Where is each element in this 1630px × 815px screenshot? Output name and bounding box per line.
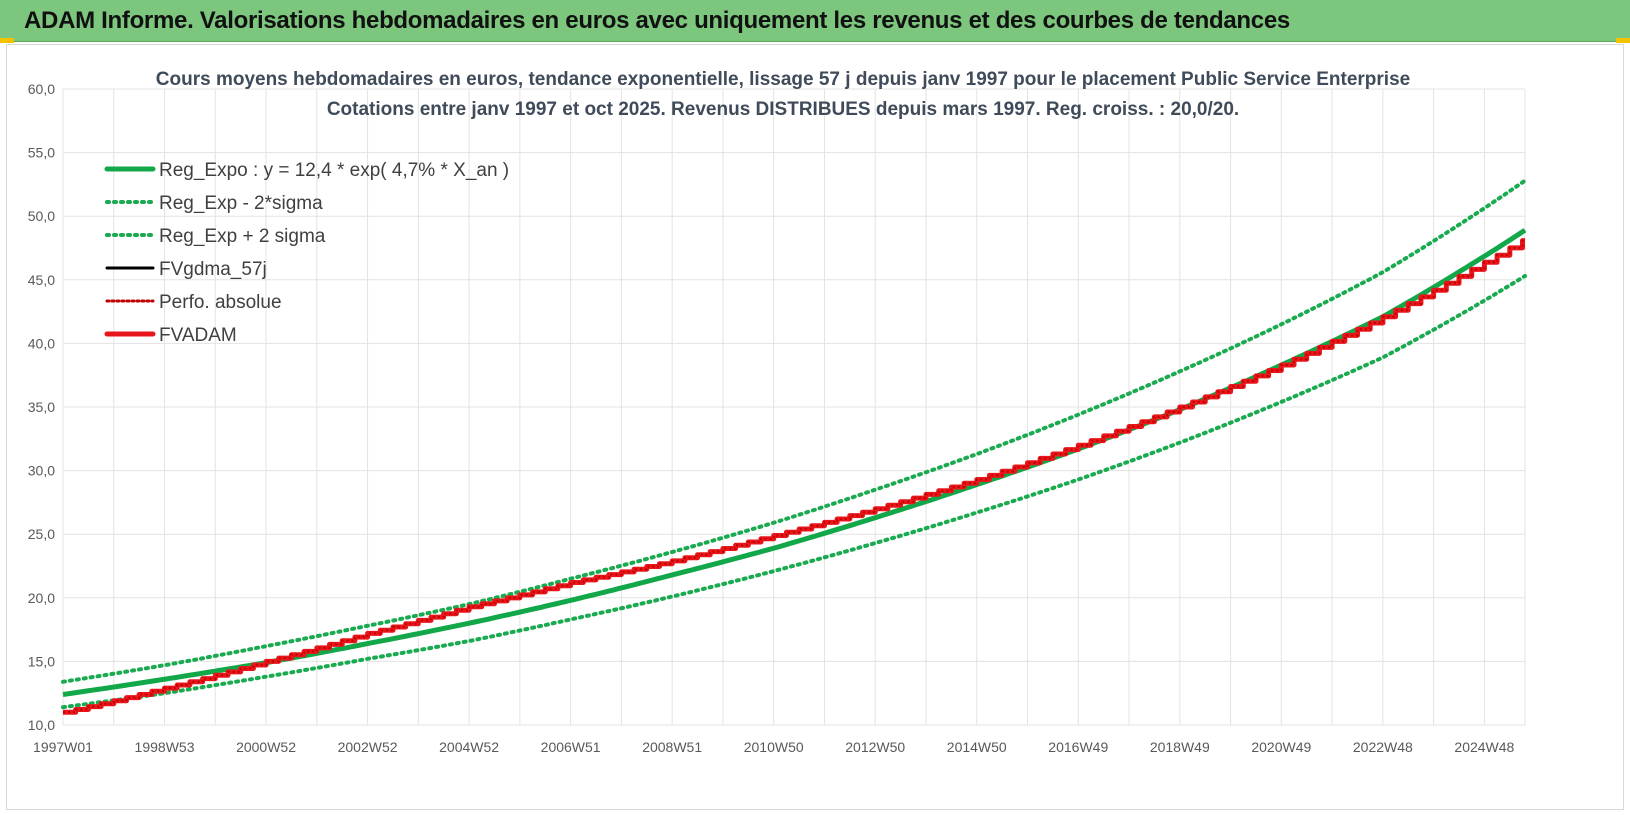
y-tick-label: 40,0 bbox=[28, 335, 55, 351]
x-tick-label: 1998W53 bbox=[135, 739, 195, 755]
series-reg-minus-2sigma bbox=[61, 274, 1527, 710]
x-tick-label: 2018W49 bbox=[1150, 739, 1210, 755]
chart-area: 10,0 15,0 20,0 25,0 30,0 35,0 40,0 45,0 50,0 55,0… bbox=[6, 44, 1624, 810]
legend-label: Perfo. absolue bbox=[159, 292, 282, 313]
x-tick-label: 2010W50 bbox=[744, 739, 804, 755]
axis-labels: 10,0 15,0 20,0 25,0 30,0 35,0 40,0 45,0 50,0 55,0… bbox=[28, 81, 1515, 755]
chart-title-line: Cours moyens hebdomadaires en euros, ten… bbox=[156, 69, 1410, 90]
corner-marker-right bbox=[1616, 38, 1630, 43]
y-tick-label: 25,0 bbox=[28, 526, 55, 542]
line-chart: 10,0 15,0 20,0 25,0 30,0 35,0 40,0 45,0 50,0 55,0… bbox=[28, 69, 1527, 755]
series-reg-plus-2sigma bbox=[61, 178, 1527, 684]
x-tick-label: 1997W01 bbox=[33, 739, 93, 755]
x-tick-label: 2004W52 bbox=[439, 739, 499, 755]
report-banner: ADAM Informe. Valorisations hebdomadaire… bbox=[0, 0, 1630, 42]
y-tick-label: 20,0 bbox=[28, 590, 55, 606]
corner-marker-left bbox=[0, 38, 14, 43]
report-title: ADAM Informe. Valorisations hebdomadaire… bbox=[24, 7, 1290, 34]
y-tick-label: 55,0 bbox=[28, 145, 55, 161]
y-tick-label: 10,0 bbox=[28, 717, 55, 733]
legend-label: Reg_Expo : y = 12,4 * exp( 4,7% * X_an ) bbox=[159, 160, 509, 181]
x-tick-label: 2012W50 bbox=[845, 739, 905, 755]
series-reg-expo bbox=[62, 228, 1527, 697]
y-tick-label: 45,0 bbox=[28, 272, 55, 288]
chart-title: Cours moyens hebdomadaires en euros, ten… bbox=[156, 69, 1410, 120]
x-tick-label: 2022W48 bbox=[1353, 739, 1413, 755]
series-lines bbox=[61, 178, 1527, 715]
series-perfo-absolue bbox=[63, 239, 1525, 714]
y-tick-label: 15,0 bbox=[28, 653, 55, 669]
x-tick-label: 2024W48 bbox=[1454, 739, 1514, 755]
grid bbox=[62, 88, 1526, 726]
legend: Reg_Expo : y = 12,4 * exp( 4,7% * X_an )… bbox=[104, 160, 509, 346]
y-tick-label: 60,0 bbox=[28, 81, 55, 97]
legend-label: Reg_Exp - 2*sigma bbox=[159, 193, 323, 214]
x-tick-label: 2008W51 bbox=[642, 739, 702, 755]
chart-title-line: Cotations entre janv 1997 et oct 2025. R… bbox=[327, 99, 1239, 120]
x-tick-label: 2020W49 bbox=[1251, 739, 1311, 755]
x-tick-label: 2002W52 bbox=[338, 739, 398, 755]
y-tick-label: 50,0 bbox=[28, 208, 55, 224]
x-tick-label: 2006W51 bbox=[541, 739, 601, 755]
x-tick-label: 2014W50 bbox=[947, 739, 1007, 755]
y-tick-label: 35,0 bbox=[28, 399, 55, 415]
y-tick-label: 30,0 bbox=[28, 463, 55, 479]
legend-label: FVgdma_57j bbox=[159, 259, 267, 280]
x-tick-label: 2016W49 bbox=[1048, 739, 1108, 755]
legend-label: FVADAM bbox=[159, 325, 237, 346]
legend-label: Reg_Exp + 2 sigma bbox=[159, 226, 326, 247]
x-tick-label: 2000W52 bbox=[236, 739, 296, 755]
